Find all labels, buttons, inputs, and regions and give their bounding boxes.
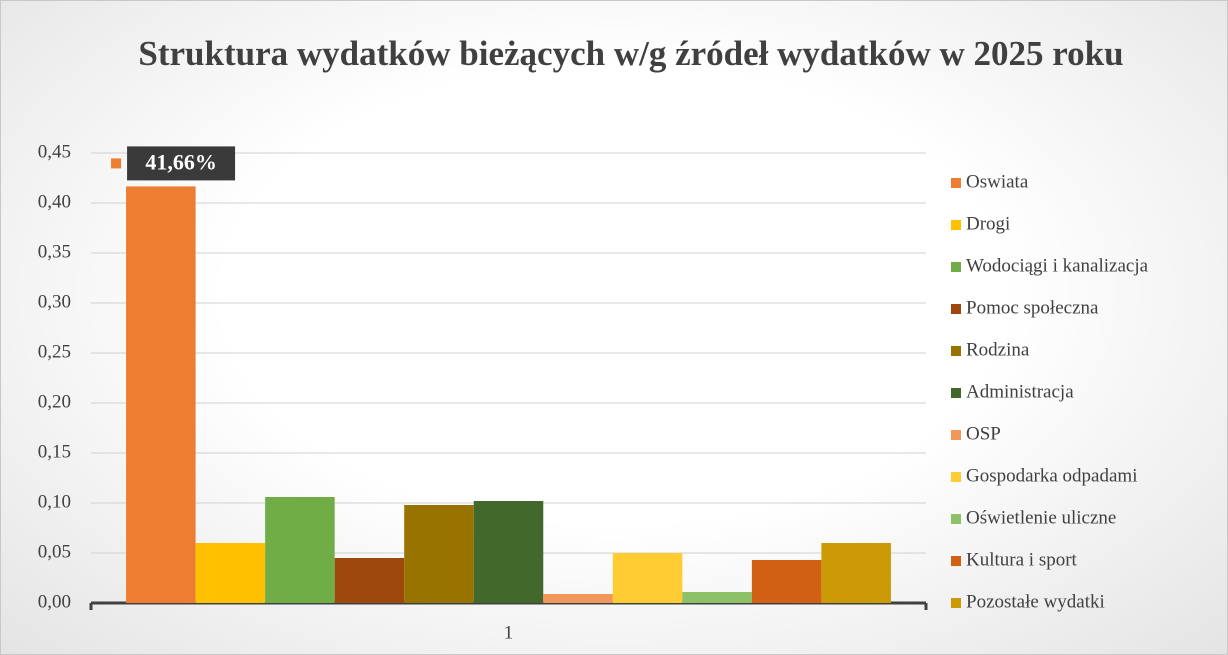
legend-label: Gospodarka odpadami bbox=[966, 465, 1137, 486]
legend-swatch bbox=[951, 262, 961, 272]
legend-label: OSP bbox=[966, 423, 1001, 444]
y-tick-label: 0,05 bbox=[38, 541, 71, 562]
legend-swatch bbox=[951, 556, 961, 566]
legend-swatch bbox=[951, 178, 961, 188]
bar bbox=[682, 592, 752, 603]
bar bbox=[126, 186, 196, 603]
legend-label: Rodzina bbox=[966, 339, 1030, 360]
y-tick-label: 0,40 bbox=[38, 191, 71, 212]
legend-swatch bbox=[951, 430, 961, 440]
legend-swatch bbox=[951, 304, 961, 314]
data-label-key bbox=[111, 158, 122, 169]
bar bbox=[543, 594, 613, 603]
legend-swatch bbox=[951, 598, 961, 608]
data-label-box bbox=[127, 146, 236, 181]
chart-title: Struktura wydatków bieżących w/g źródeł … bbox=[138, 34, 1124, 73]
legend-swatch bbox=[951, 514, 961, 524]
legend-label: Administracja bbox=[966, 381, 1074, 402]
y-tick-label: 0,30 bbox=[38, 291, 71, 312]
y-tick-label: 0,25 bbox=[38, 341, 71, 362]
bar bbox=[473, 501, 544, 603]
legend-label: Drogi bbox=[966, 213, 1010, 234]
legend-label: Pozostałe wydatki bbox=[966, 591, 1105, 612]
data-label: 41,66% bbox=[145, 149, 217, 174]
legend-label: Oświetlenie uliczne bbox=[966, 507, 1116, 528]
bar bbox=[404, 505, 474, 603]
legend-swatch bbox=[951, 472, 961, 482]
y-tick-label: 0,00 bbox=[38, 591, 71, 612]
y-tick-label: 0,20 bbox=[38, 391, 71, 412]
legend-swatch bbox=[951, 346, 961, 356]
legend-label: Kultura i sport bbox=[966, 549, 1078, 570]
legend-swatch bbox=[951, 388, 961, 398]
bar bbox=[195, 543, 266, 603]
y-tick-label: 0,35 bbox=[38, 241, 71, 262]
legend-swatch bbox=[951, 220, 961, 230]
y-tick-label: 0,15 bbox=[38, 441, 71, 462]
legend-label: Pomoc społeczna bbox=[966, 297, 1099, 318]
bar bbox=[612, 553, 683, 603]
y-tick-label: 0,10 bbox=[38, 491, 71, 512]
bar bbox=[821, 543, 891, 603]
bar bbox=[265, 497, 335, 603]
bar bbox=[751, 560, 822, 603]
legend-label: Oswiata bbox=[966, 171, 1029, 192]
y-tick-label: 0,45 bbox=[38, 141, 71, 162]
legend-label: Wodociągi i kanalizacja bbox=[966, 255, 1149, 276]
bar bbox=[334, 558, 405, 603]
x-tick-label: 1 bbox=[504, 622, 514, 643]
